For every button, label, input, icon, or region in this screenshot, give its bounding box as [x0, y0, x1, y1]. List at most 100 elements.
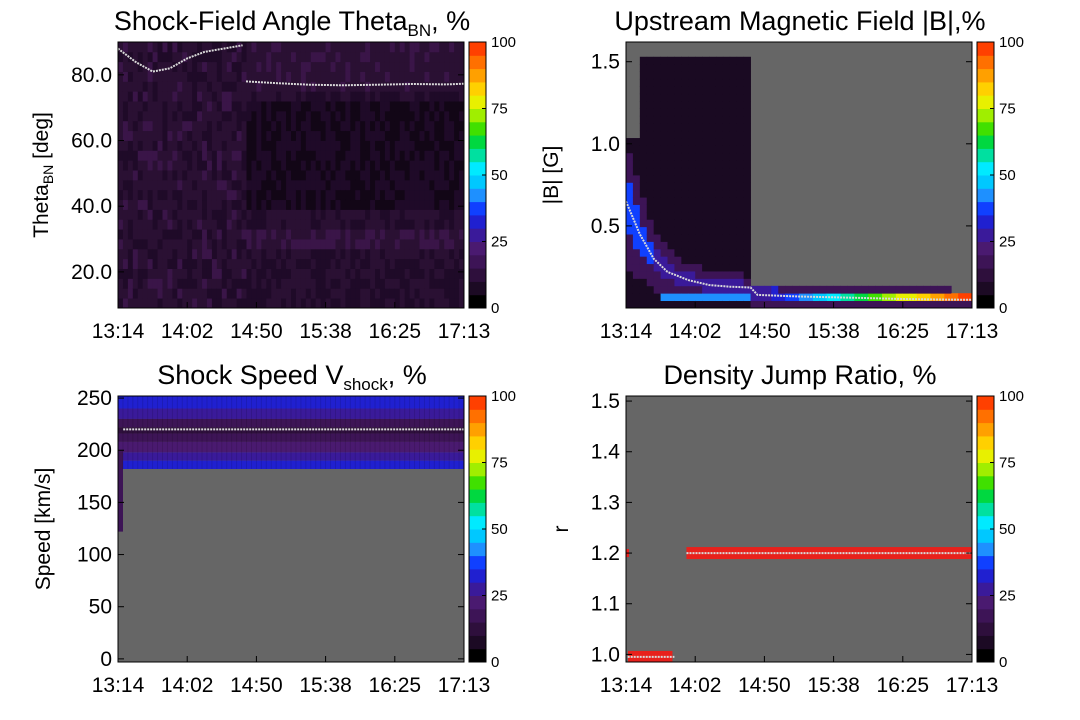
heatmap-cell: [384, 42, 391, 53]
heatmap-cell: [667, 256, 675, 265]
heatmap-cell: [147, 110, 153, 122]
heatmap-cell: [695, 160, 703, 169]
heatmap-cell: [182, 150, 188, 161]
heatmap-cell: [325, 229, 331, 240]
heatmap-cell: [281, 278, 287, 289]
heatmap-cell: [632, 152, 641, 161]
heatmap-cell: [221, 239, 228, 250]
heatmap-cell: [118, 42, 124, 53]
heatmap-cell: [667, 204, 675, 213]
heatmap-cell: [736, 78, 745, 87]
heatmap-cell: [231, 110, 238, 122]
heatmap-cell: [695, 248, 703, 257]
heatmap-cell: [142, 229, 149, 240]
heatmap-cell: [454, 179, 460, 191]
heatmap-cell: [399, 229, 406, 240]
heatmap-cell: [365, 160, 371, 171]
heatmap-cell: [147, 170, 153, 181]
heatmap-cell: [771, 285, 779, 294]
heatmap-cell: [271, 239, 277, 250]
heatmap-cell: [653, 278, 661, 287]
heatmap-cell: [221, 130, 228, 141]
heatmap-cell: [281, 42, 287, 53]
heatmap-cell: [206, 42, 213, 53]
heatmap-cell: [375, 81, 381, 92]
heatmap-cell: [743, 115, 751, 124]
heatmap-cell: [646, 152, 655, 161]
heatmap-cell: [246, 71, 252, 82]
heatmap-cell: [646, 211, 655, 220]
heatmap-cell: [709, 293, 717, 302]
heatmap-cell: [291, 298, 297, 308]
chart-title: Upstream Magnetic Field |B|,%: [614, 6, 985, 36]
heatmap-cell: [335, 199, 341, 210]
heatmap-cell: [384, 71, 391, 82]
heatmap-cell: [127, 179, 134, 191]
heatmap-cell: [236, 219, 242, 230]
heatmap-cell: [404, 189, 411, 201]
heatmap-cell: [736, 160, 745, 169]
heatmap-cell: [137, 229, 144, 240]
heatmap-cell: [206, 298, 213, 308]
heatmap-cell: [340, 81, 346, 92]
heatmap-cell: [226, 179, 233, 191]
heatmap-cell: [419, 189, 425, 201]
heatmap-cell: [681, 226, 689, 235]
heatmap-cell: [399, 61, 406, 72]
heatmap-cell: [674, 130, 682, 139]
heatmap-cell: [261, 42, 267, 53]
heatmap-cell: [251, 268, 257, 279]
y-tick-label: 150: [77, 491, 112, 514]
heatmap-cell: [444, 120, 450, 132]
heatmap-cell: [360, 130, 366, 141]
heatmap-cell: [429, 120, 435, 132]
heatmap-cell: [399, 140, 406, 151]
heatmap-cell: [167, 81, 173, 92]
heatmap-cell: [147, 81, 153, 92]
colorbar-swatch: [977, 515, 994, 530]
heatmap-cell: [419, 81, 425, 92]
heatmap-cell: [409, 239, 415, 250]
colorbar-tick-label: 0: [491, 300, 499, 317]
heatmap-cell: [226, 268, 233, 279]
heatmap-cell: [122, 199, 129, 210]
heatmap-cell: [142, 278, 149, 289]
heatmap-cell: [434, 91, 440, 102]
heatmap-cell: [300, 239, 307, 250]
heatmap-cell: [221, 51, 228, 63]
heatmap-cell: [286, 91, 292, 102]
heatmap-cell: [409, 199, 415, 210]
heatmap-cell: [276, 239, 282, 250]
heatmap-cell: [325, 239, 331, 250]
heatmap-cell: [177, 150, 183, 161]
heatmap-cell: [660, 101, 668, 109]
heatmap-cell: [261, 248, 267, 260]
heatmap-cell: [236, 170, 242, 181]
heatmap-cell: [241, 150, 247, 161]
heatmap-cell: [137, 239, 144, 250]
heatmap-cell: [454, 140, 460, 151]
heatmap-cell: [281, 258, 287, 269]
heatmap-cell: [246, 278, 252, 289]
heatmap-cell: [379, 229, 386, 240]
heatmap-cell: [216, 189, 223, 201]
heatmap-cell: [646, 204, 655, 213]
heatmap-cell: [315, 278, 322, 289]
heatmap-cell: [276, 160, 282, 171]
heatmap-cell: [187, 248, 193, 260]
heatmap-cell: [365, 91, 371, 102]
heatmap-cell: [310, 120, 317, 132]
heatmap-cell: [251, 160, 257, 171]
heatmap-cell: [147, 101, 153, 112]
heatmap-cell: [854, 293, 862, 302]
heatmap-cell: [236, 42, 242, 53]
heatmap-cell: [216, 278, 223, 289]
heatmap-cell: [291, 229, 297, 240]
heatmap-cell: [310, 110, 317, 122]
heatmap-cell: [424, 110, 430, 122]
heatmap-cell: [335, 229, 341, 240]
heatmap-cell: [736, 204, 745, 213]
heatmap-cell: [216, 91, 223, 102]
heatmap-cell: [206, 278, 213, 289]
heatmap-cell: [335, 81, 341, 92]
